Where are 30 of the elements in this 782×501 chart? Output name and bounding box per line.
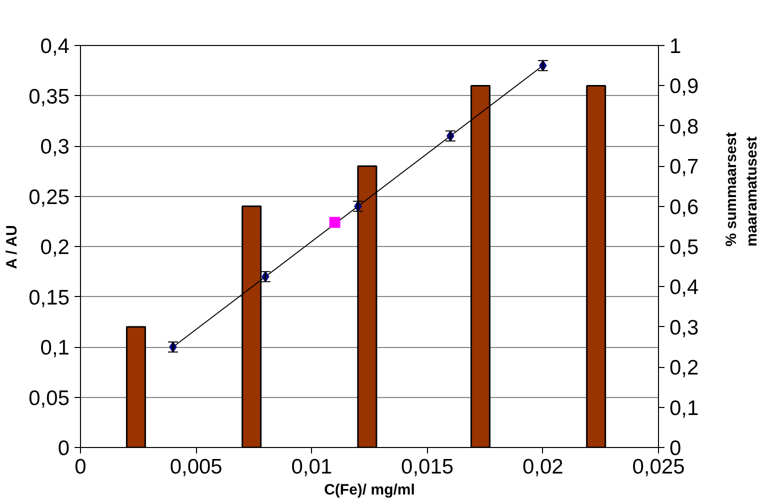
y-tick-label: 0,35	[28, 85, 70, 108]
y2-tick-label: 0,8	[670, 115, 699, 138]
y-tick-label: 0	[58, 437, 70, 460]
x-tick-label: 0,01	[291, 456, 332, 478]
x-tick-label: 0	[74, 456, 86, 478]
y2-tick-label: 0,5	[670, 236, 699, 259]
y2-tick-label: 0,1	[670, 396, 699, 420]
y-tick-label: 0,1	[40, 336, 70, 360]
y-axis-title: A / AU	[4, 225, 21, 269]
y2-tick-label: 0,9	[670, 75, 699, 98]
bar	[126, 326, 146, 448]
point	[329, 216, 340, 228]
y2-tick-label: 0,3	[670, 316, 699, 340]
y2-axis-title: % summaarsest maaramatusest	[722, 132, 760, 246]
bar	[586, 84, 606, 448]
y2-tick-label: 0,2	[670, 356, 699, 380]
y-tick-label: 0,4	[40, 35, 70, 58]
y-tick-label: 0,3	[40, 136, 70, 158]
x-tick-label: 0,02	[522, 456, 564, 478]
x-tick-label: 0,005	[170, 456, 222, 478]
y2-tick-label: 0,4	[670, 276, 700, 300]
y-tick-label: 0,05	[28, 386, 70, 410]
y-tick-label: 0,15	[28, 286, 70, 310]
x-axis-title: C(Fe)/ mg/ml	[324, 482, 415, 498]
y2-tick-label: 0,7	[670, 156, 699, 179]
y-tick-label: 0,2	[40, 236, 70, 259]
y-tick-label: 0,25	[28, 186, 70, 209]
y2-tick-label: 0,6	[670, 196, 699, 219]
x-tick-label: 0,015	[401, 456, 454, 478]
y2-tick-label: 1	[670, 35, 682, 58]
